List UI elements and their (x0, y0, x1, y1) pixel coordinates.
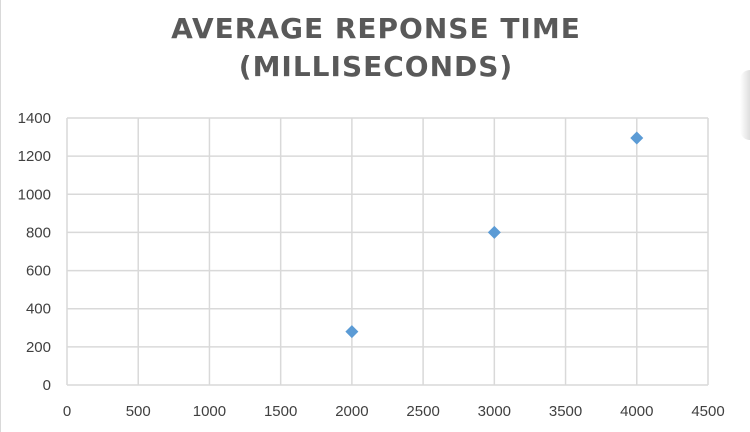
data-point-marker (487, 225, 501, 239)
data-point-marker (345, 325, 359, 339)
x-tick-label: 500 (126, 403, 151, 420)
x-tick-label: 2000 (335, 403, 368, 420)
x-tick-label: 4500 (691, 403, 724, 420)
y-tick-label: 200 (26, 339, 51, 356)
y-tick-label: 1400 (18, 110, 51, 127)
y-tick-label: 800 (26, 224, 51, 241)
y-tick-label: 1200 (18, 148, 51, 165)
x-tick-label: 1500 (264, 403, 297, 420)
chart-title-line-2: (MILLISECONDS) (238, 50, 514, 83)
x-tick-label: 3500 (549, 403, 582, 420)
y-tick-label: 600 (26, 263, 51, 280)
x-tick-label: 4000 (620, 403, 653, 420)
x-tick-label: 2500 (406, 403, 439, 420)
chart-title-line-1: AVERAGE REPONSE TIME (171, 12, 581, 45)
y-tick-label: 1000 (18, 186, 51, 203)
chart-title: AVERAGE REPONSE TIME (MILLISECONDS) (1, 10, 750, 86)
y-tick-label: 0 (43, 377, 51, 394)
y-tick-label: 400 (26, 301, 51, 318)
x-tick-label: 0 (63, 403, 71, 420)
data-point-marker (630, 131, 644, 145)
x-tick-label: 3000 (478, 403, 511, 420)
window-edge-shadow (740, 70, 750, 140)
x-tick-label: 1000 (193, 403, 226, 420)
